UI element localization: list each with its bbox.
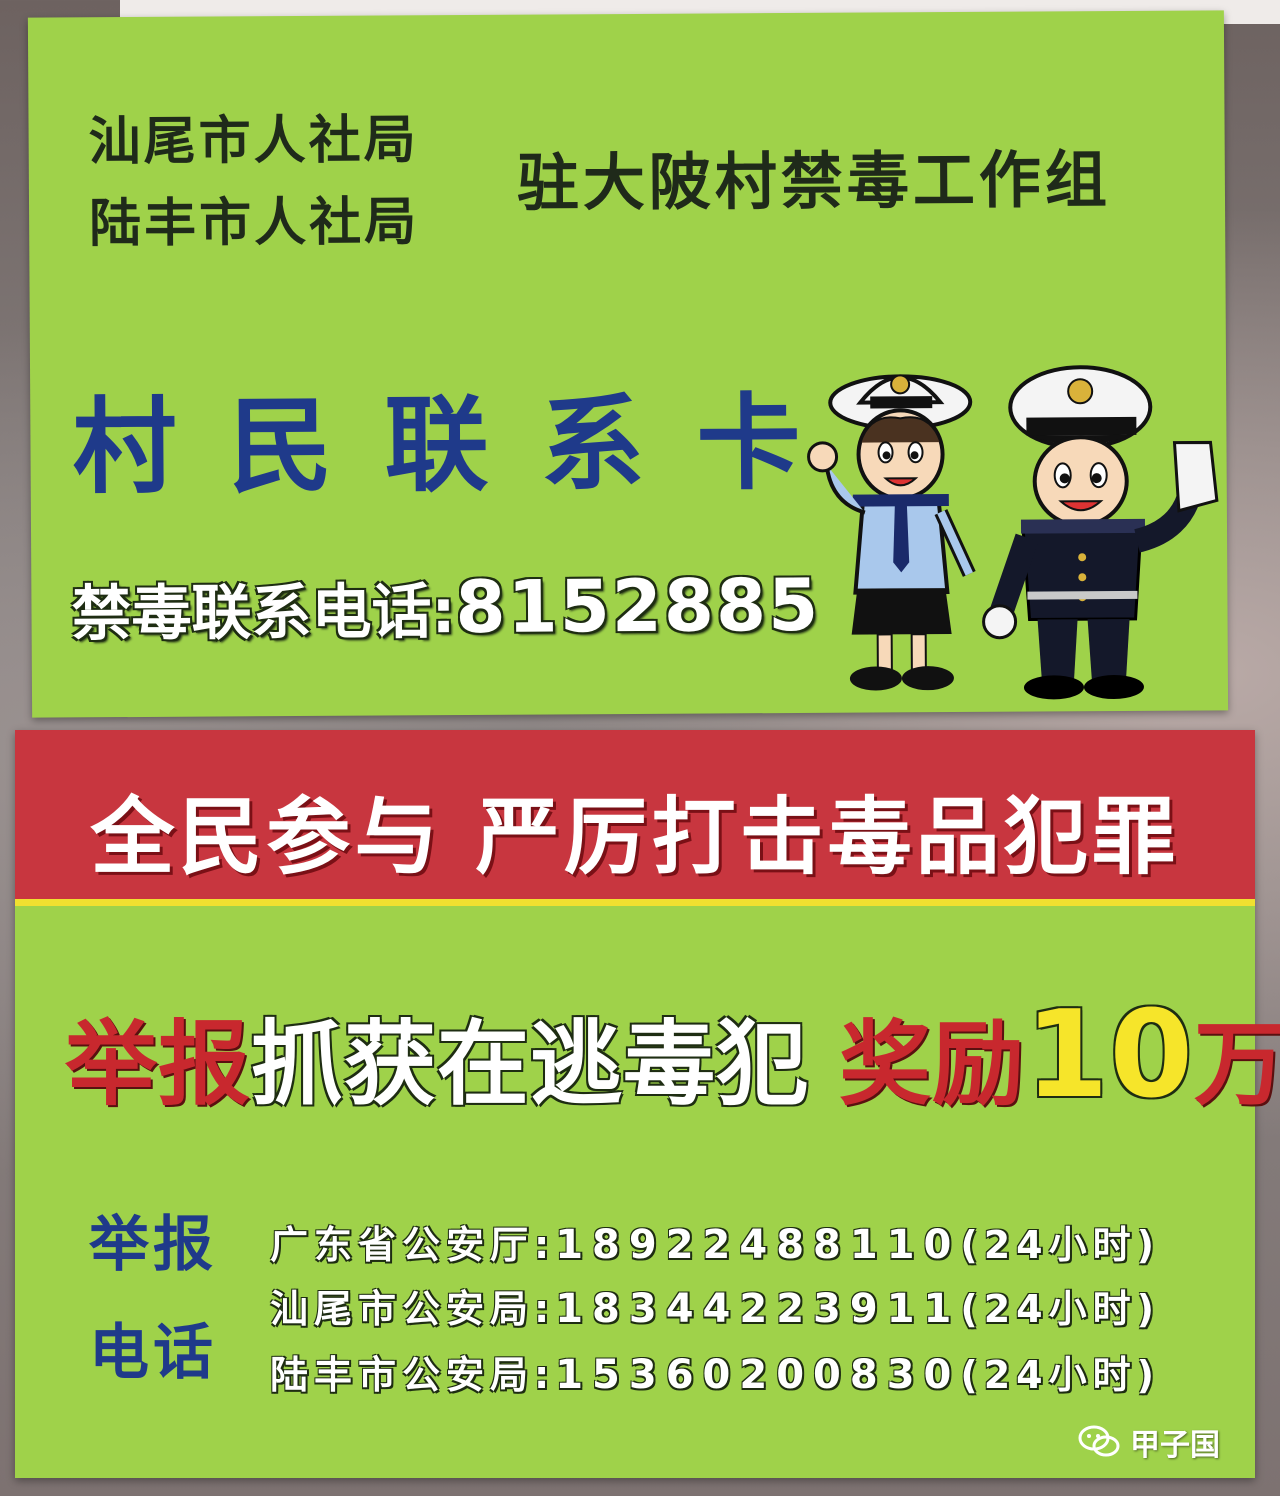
contact-org: 陆丰市公安局: [270,1353,556,1397]
group-name: 驻大陂村禁毒工作组 [516,143,1112,220]
female-officer-icon [807,374,976,691]
contact-phone: 15360200830 [555,1352,961,1398]
reward-line: 举报抓获在逃毒犯奖励10万元 [65,986,1280,1125]
slogan: 全民参与 严厉打击毒品犯罪 [90,788,1180,886]
reward-report: 举报 [65,1011,252,1118]
wechat-icon [1078,1425,1120,1457]
hotline: 禁毒联系电话:8152885 [71,561,820,653]
org-line-1: 汕尾市人社局 [88,110,419,173]
slogan-banner: 全民参与 严厉打击毒品犯罪 [15,730,1255,906]
anti-drug-reward-card: 全民参与 严厉打击毒品犯罪 举报抓获在逃毒犯奖励10万元 举报 电话 广东省公安… [15,730,1280,1478]
watermark: 甲子国 [1078,1420,1220,1464]
contact-row: 陆丰市公安局:15360200830(24小时) [270,1344,1160,1399]
contact-hours: (24小时) [960,1353,1160,1397]
contact-row: 汕尾市公安局:18344223911(24小时) [270,1278,1160,1333]
hotline-label: 禁毒联系电话: [71,577,456,650]
contact-org: 广东省公安厅: [270,1223,556,1267]
cartoon-police-officers-icon [807,365,1219,700]
male-officer-icon [982,365,1219,700]
card-title: 村民联系卡 [72,380,853,509]
contact-phone: 18344223911 [555,1286,961,1332]
reward-amount: 10 [1025,986,1195,1125]
villager-contact-card: 汕尾市人社局 陆丰市人社局 驻大陂村禁毒工作组 村民联系卡 禁毒联系电话:815… [27,10,1229,718]
org-line-2: 陆丰市人社局 [88,192,420,255]
reward-fugitive: 抓获在逃毒犯 [251,1011,810,1118]
reward-label: 奖励 [839,1011,1026,1118]
contact-hours: (24小时) [960,1287,1160,1331]
report-label-2: 电话 [89,1318,217,1388]
contact-hours: (24小时) [960,1223,1160,1267]
contact-row: 广东省公安厅:18922488110(24小时) [270,1214,1160,1269]
hotline-number: 8152885 [455,562,821,650]
contact-phone: 18922488110 [555,1222,961,1268]
contact-org: 汕尾市公安局: [270,1287,556,1331]
reward-unit: 万元 [1194,1011,1280,1118]
watermark-text: 甲子国 [1130,1428,1220,1463]
report-label-1: 举报 [89,1210,217,1280]
